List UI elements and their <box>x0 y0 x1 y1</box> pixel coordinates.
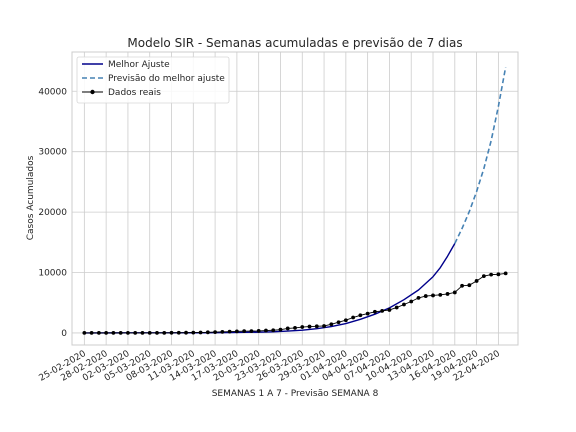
legend-label-melhor-ajuste: Melhor Ajuste <box>108 60 170 70</box>
data-point <box>431 293 435 298</box>
plot-frame <box>71 51 519 346</box>
data-point <box>503 271 508 276</box>
data-point <box>96 331 101 335</box>
data-point <box>184 330 188 335</box>
data-point <box>256 329 261 333</box>
data-point <box>227 329 232 334</box>
legend-label-previsao: Previsão do melhor ajuste <box>108 74 225 84</box>
data-point <box>285 326 290 331</box>
data-point <box>278 327 283 332</box>
data-point <box>89 331 94 335</box>
data-point <box>155 330 159 335</box>
data-point <box>198 330 203 335</box>
data-point <box>104 331 109 335</box>
data-point <box>322 324 326 328</box>
data-point <box>169 330 174 335</box>
data-point <box>373 309 377 314</box>
data-markers <box>82 271 508 335</box>
legend-box <box>76 56 230 104</box>
data-point <box>307 324 312 329</box>
y-tick-label: 0 <box>61 329 67 339</box>
data-point <box>82 331 87 335</box>
data-point <box>445 292 450 296</box>
data-point <box>249 329 254 333</box>
data-point <box>234 329 239 334</box>
data-point <box>140 331 145 335</box>
data-point <box>111 331 116 335</box>
y-tick-label: 30000 <box>38 148 67 158</box>
data-point <box>242 329 247 334</box>
x-axis-label: SEMANAS 1 A 7 - Previsão SEMANA 8 <box>212 389 379 399</box>
y-tick-label: 20000 <box>38 208 67 218</box>
data-point <box>336 320 341 325</box>
data-point <box>205 330 210 335</box>
data-point <box>329 322 334 327</box>
data-point <box>358 313 363 318</box>
data-point <box>409 299 414 304</box>
data-point <box>176 330 181 335</box>
data-point <box>489 272 494 277</box>
y-axis-label: Casos Acumulados <box>26 155 36 240</box>
data-point <box>394 305 399 310</box>
chart-title: Modelo SIR - Semanas acumuladas e previs… <box>127 36 462 50</box>
data-point <box>220 329 225 334</box>
data-point <box>147 331 152 335</box>
data-point <box>162 330 167 335</box>
y-tick-label: 40000 <box>38 87 67 97</box>
data-point <box>213 330 218 335</box>
legend: Melhor Ajuste Previsão do melhor ajuste … <box>76 56 230 104</box>
data-point <box>264 328 268 333</box>
data-point <box>300 325 305 329</box>
data-point <box>126 331 130 335</box>
data-point <box>293 326 297 330</box>
data-point <box>380 308 385 313</box>
data-point <box>467 283 472 288</box>
data-point <box>460 283 464 288</box>
legend-marker-dados-reais <box>90 89 95 95</box>
data-point <box>402 302 406 307</box>
data-point <box>191 330 196 335</box>
data-point <box>387 308 392 312</box>
data-point <box>423 294 428 298</box>
y-ticks: 0 10000 20000 30000 40000 <box>38 87 67 339</box>
data-point <box>314 324 319 329</box>
data-point <box>365 311 370 316</box>
data-point <box>481 274 486 279</box>
data-point <box>452 290 457 295</box>
data-point <box>496 272 501 277</box>
data-point <box>133 331 138 335</box>
data-point <box>474 279 479 283</box>
data-point <box>351 315 356 320</box>
data-point <box>118 331 123 335</box>
data-point <box>343 318 348 323</box>
legend-label-dados-reais: Dados reais <box>108 88 161 98</box>
y-tick-label: 10000 <box>38 269 67 279</box>
data-point <box>271 328 276 333</box>
series-line-1 <box>454 66 507 244</box>
data-point <box>438 292 443 297</box>
data-point <box>416 295 421 300</box>
